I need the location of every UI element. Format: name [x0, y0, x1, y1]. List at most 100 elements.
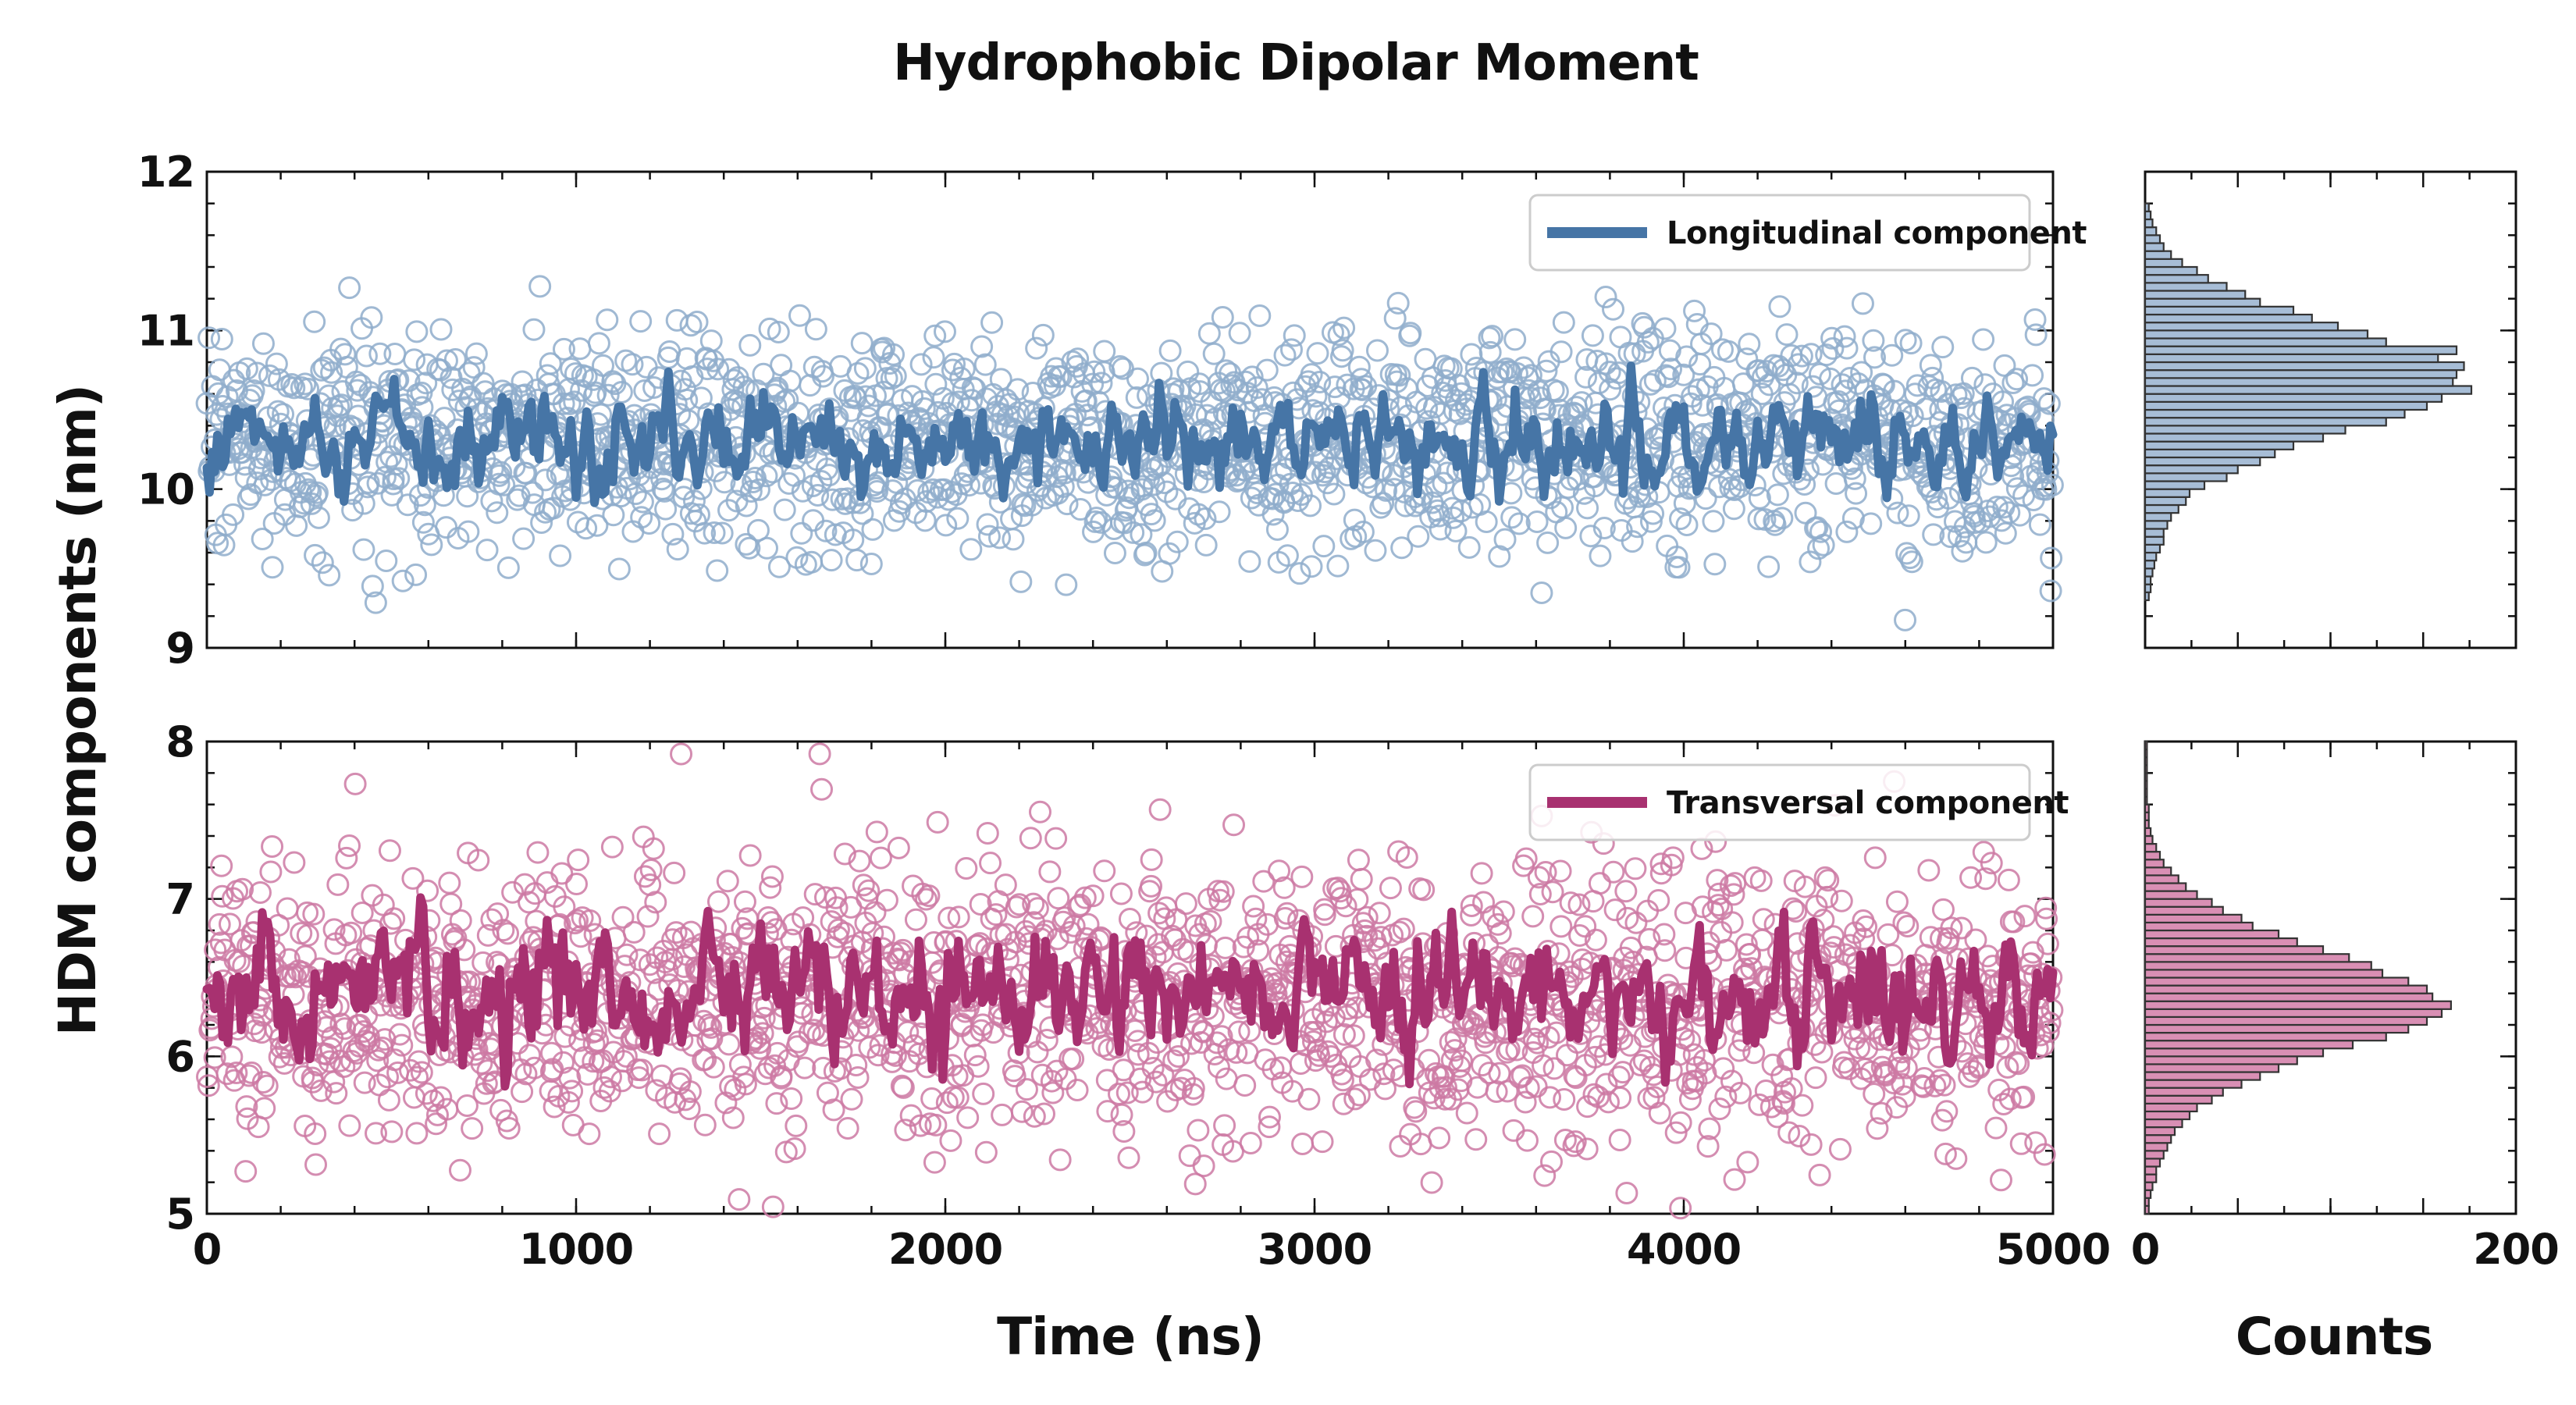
- bottom-time-scatter-point: [2009, 1132, 2033, 1155]
- bottom-time-scatter-point: [1870, 1101, 1893, 1125]
- bottom-time-scatter-point: [1556, 1044, 1579, 1067]
- top-time-scatter-point: [1300, 363, 1323, 386]
- top-time-scatter-point: [1375, 478, 1398, 502]
- top-hist-histogram-bar: [2144, 464, 2239, 475]
- top-time-scatter-point: [245, 361, 269, 385]
- bottom-time-scatter-point: [1603, 898, 1627, 922]
- bottom-time-scatter-point: [338, 834, 361, 858]
- top-time-scatter-point: [1974, 531, 1998, 554]
- top-time-scatter-point: [1675, 514, 1699, 537]
- top-time-scatter-point: [1308, 370, 1332, 393]
- bottom-hist-histogram-bar: [2144, 803, 2150, 813]
- bottom-time-scatter-point: [1379, 877, 1402, 900]
- top-time-scatter-point: [1238, 550, 1261, 573]
- top-time-scatter-point: [253, 473, 276, 496]
- top-time-scatter-point: [411, 396, 434, 419]
- bottom-time-scatter-point: [1896, 915, 1920, 938]
- top-time-scatter-point: [1994, 521, 2017, 545]
- bottom-time-scatter-point: [1162, 1049, 1186, 1072]
- bottom-hist-histogram-bar: [2144, 1150, 2165, 1160]
- bottom-time-x-tick-label: 4000: [1627, 1225, 1741, 1274]
- bottom-time-scatter-point: [857, 879, 881, 902]
- top-time-scatter-point: [585, 514, 609, 537]
- top-time-scatter-point: [861, 518, 884, 541]
- top-time-scatter-point: [1383, 307, 1407, 330]
- bottom-time-scatter-point: [1615, 1182, 1638, 1205]
- bottom-time-scatter-point: [1123, 1019, 1147, 1043]
- bottom-time-x-tick-label: 3000: [1258, 1225, 1372, 1274]
- top-time-scatter-point: [1757, 555, 1781, 578]
- bottom-time-scatter-point: [1028, 800, 1051, 823]
- top-time-scatter-point: [2021, 364, 2044, 387]
- bottom-time-scatter-point: [1003, 1065, 1026, 1088]
- bottom-time-running-average-line: [202, 893, 2058, 1091]
- bottom-time-scatter-point: [402, 1086, 425, 1109]
- top-hist-histogram-bar: [2144, 512, 2172, 522]
- top-time-scatter-point: [304, 543, 327, 567]
- top-time-scatter-point: [1490, 361, 1514, 384]
- bottom-time-scatter-point: [1832, 1051, 1856, 1074]
- top-time-scatter-point: [1428, 504, 1451, 528]
- top-time-scatter-point: [443, 347, 467, 371]
- top-time-scatter-point: [846, 361, 870, 385]
- top-time-scatter-point: [539, 352, 562, 375]
- bottom-time-scatter-point: [335, 846, 358, 870]
- bottom-hist-histogram-bar: [2144, 1126, 2176, 1136]
- bottom-time-scatter-point: [1066, 1078, 1089, 1101]
- top-hist-histogram-bar: [2144, 297, 2261, 308]
- bottom-time-scatter-point: [1174, 892, 1197, 916]
- top-time-scatter-point: [1500, 506, 1524, 529]
- bottom-time-scatter-point: [611, 905, 635, 929]
- top-time-scatter-point: [1055, 573, 1078, 596]
- top-time-scatter-point: [320, 361, 343, 384]
- bottom-time-scatter-point: [615, 943, 639, 966]
- bottom-time-scatter-point: [343, 772, 367, 795]
- bottom-time-scatter-point: [890, 1074, 913, 1097]
- bottom-time-scatter-point: [734, 1072, 757, 1096]
- bottom-time-scatter-point: [1395, 846, 1418, 870]
- top-time-scatter-point: [1949, 386, 1973, 410]
- top-hist-histogram-bar: [2144, 480, 2206, 490]
- top-time-scatter-point: [1194, 533, 1218, 557]
- bottom-hist-histogram-bar: [2144, 842, 2158, 853]
- bottom-time-scatter-point: [738, 844, 762, 867]
- top-time-scatter-point: [1265, 518, 1289, 541]
- bottom-hist-histogram-bar: [2144, 788, 2148, 798]
- top-time-scatter-point: [1066, 347, 1090, 371]
- bottom-time-scatter-point: [1332, 1023, 1356, 1046]
- bottom-time-scatter-point: [1989, 1168, 2012, 1192]
- bottom-time-scatter-point: [410, 1061, 433, 1084]
- bottom-time-scatter-point: [568, 1029, 592, 1052]
- bottom-time-scatter-point: [1678, 1029, 1702, 1052]
- bottom-time-scatter-point: [1923, 1074, 1947, 1097]
- bottom-time-scatter-point: [338, 1114, 361, 1137]
- top-hist-histogram-bar: [2144, 242, 2165, 252]
- bottom-time-scatter-point: [1015, 1078, 1038, 1101]
- bottom-time-scatter-point: [1525, 1075, 1548, 1098]
- bottom-time-scatter-point: [1131, 1080, 1155, 1104]
- bottom-time-scatter-point: [656, 959, 679, 983]
- top-time-scatter-point: [1478, 340, 1502, 364]
- top-time-scatter-point: [429, 318, 453, 341]
- bottom-time-scatter-point: [1368, 902, 1391, 925]
- top-time-scatter-point: [602, 503, 625, 527]
- top-time-ticks: [205, 170, 2055, 649]
- bottom-time-scatter-point: [353, 1071, 376, 1094]
- bottom-time-scatter-point: [439, 892, 463, 916]
- top-time-scatter-point: [1900, 550, 1923, 574]
- bottom-time-scatter-point: [1859, 1060, 1883, 1083]
- bottom-time-scatter-point: [1777, 1121, 1801, 1144]
- bottom-time-scatter-point: [941, 1086, 965, 1109]
- top-time-scatter-point: [738, 333, 762, 357]
- top-time-scatter-point: [1090, 372, 1113, 395]
- bottom-time-scatter-point: [672, 955, 696, 978]
- bottom-time-scatter-point: [914, 887, 938, 911]
- bottom-time-scatter-point: [1974, 867, 1998, 891]
- top-time-scatter-point: [884, 365, 907, 388]
- bottom-time-scatter-point: [425, 1112, 448, 1136]
- top-time-scatter-point: [1639, 510, 1663, 533]
- bottom-time-scatter-point: [576, 1062, 600, 1086]
- bottom-time-scatter-point: [564, 912, 587, 935]
- top-time-scatter-point: [261, 556, 284, 579]
